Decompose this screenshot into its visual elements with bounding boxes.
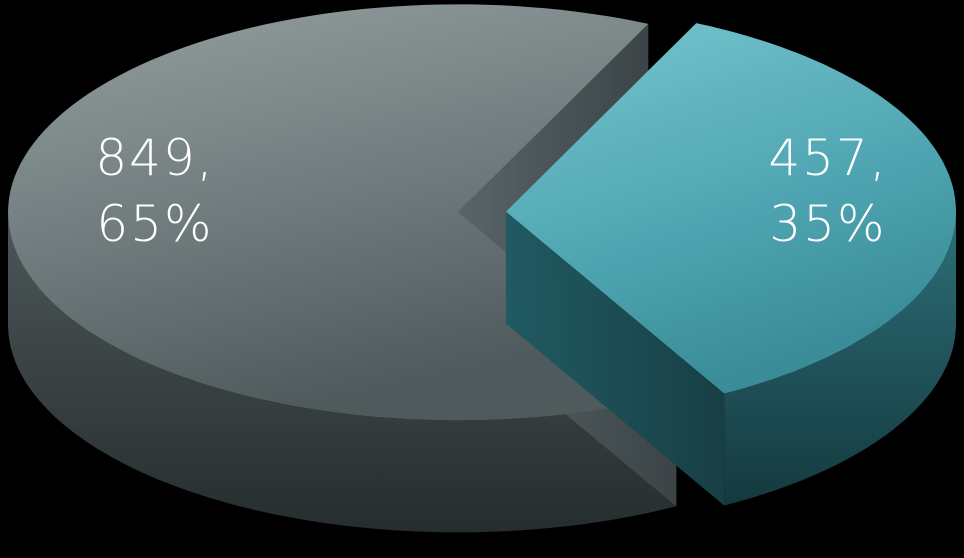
- slice-value-label: 849,: [95, 129, 214, 187]
- pie-slice-wall: [8, 212, 677, 533]
- slice-value-label: 457,: [768, 129, 887, 187]
- pie-slice-wall: [724, 211, 956, 506]
- pie-slice-cut: [505, 211, 725, 506]
- slices-layer: [8, 4, 956, 533]
- labels-layer: 849, 65% 457, 35%: [95, 129, 887, 253]
- pie-slice-top: [505, 23, 956, 394]
- slice-percent-label: 65%: [96, 195, 213, 253]
- pie-slice-2: [505, 23, 956, 506]
- slice-percent-label: 35%: [769, 195, 886, 253]
- pie-slice-label-2: 457, 35%: [768, 129, 887, 253]
- pie-slice-label-1: 849, 65%: [95, 129, 214, 253]
